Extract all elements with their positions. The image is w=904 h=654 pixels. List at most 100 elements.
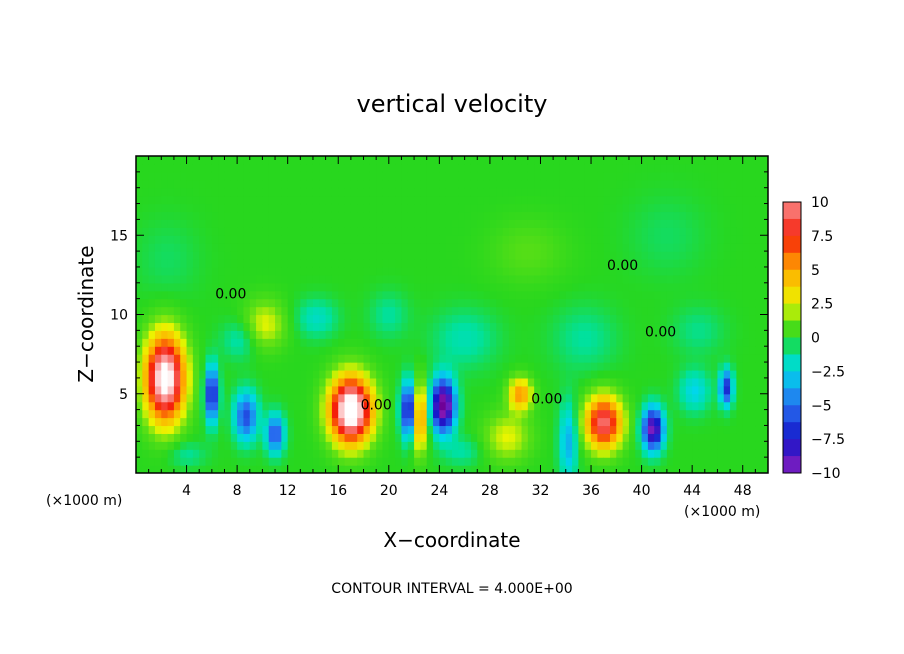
heatmap-cell	[452, 433, 459, 442]
heatmap-cell	[660, 330, 668, 339]
heatmap-cell	[319, 298, 327, 308]
heatmap-cell	[331, 346, 339, 355]
heatmap-cell	[559, 322, 567, 331]
heatmap-cell	[161, 290, 169, 300]
heatmap-cell	[319, 449, 327, 458]
heatmap-cell	[401, 298, 409, 308]
heatmap-cell	[407, 282, 415, 292]
heatmap-cell	[704, 441, 712, 450]
heatmap-cell	[464, 393, 472, 403]
heatmap-cell	[603, 441, 611, 450]
heatmap-cell	[610, 322, 617, 331]
heatmap-cell	[622, 251, 630, 260]
heatmap-cell	[262, 251, 270, 260]
heatmap-cell	[142, 465, 150, 473]
heatmap-cell	[357, 171, 365, 181]
heatmap-cell	[660, 163, 668, 173]
heatmap-cell	[534, 369, 542, 379]
heatmap-cell	[464, 306, 472, 316]
heatmap-cell	[723, 298, 731, 308]
heatmap-cell	[338, 425, 346, 434]
heatmap-cell	[660, 314, 668, 324]
heatmap-cell	[742, 457, 750, 466]
heatmap-cell	[154, 314, 162, 324]
heatmap-cell	[256, 401, 263, 411]
heatmap-cell	[546, 330, 554, 339]
heatmap-cell	[464, 338, 472, 347]
heatmap-cell	[553, 171, 561, 181]
heatmap-cell	[325, 227, 333, 236]
heatmap-cell	[344, 385, 352, 395]
heatmap-cell	[698, 417, 706, 427]
heatmap-cell	[692, 401, 700, 411]
heatmap-cell	[565, 298, 573, 308]
heatmap-cell	[496, 187, 504, 197]
heatmap-cell	[458, 235, 466, 244]
heatmap-cell	[167, 346, 175, 355]
heatmap-cell	[142, 306, 150, 316]
heatmap-cell	[256, 322, 263, 331]
heatmap-cell	[635, 362, 643, 371]
heatmap-cell	[635, 227, 643, 236]
heatmap-cell	[641, 211, 649, 220]
heatmap-cell	[464, 409, 472, 419]
heatmap-cell	[420, 322, 428, 331]
heatmap-cell	[439, 187, 447, 197]
heatmap-cell	[755, 171, 763, 181]
heatmap-cell	[142, 377, 150, 387]
heatmap-cell	[344, 322, 352, 331]
heatmap-cell	[369, 457, 377, 466]
heatmap-cell	[660, 266, 668, 276]
heatmap-cell	[142, 369, 150, 379]
heatmap-cell	[300, 401, 308, 411]
heatmap-cell	[256, 187, 263, 197]
heatmap-cell	[205, 369, 213, 379]
heatmap-cell	[426, 385, 434, 395]
heatmap-cell	[489, 179, 497, 189]
heatmap-cell	[433, 457, 440, 466]
heatmap-cell	[426, 219, 434, 228]
heatmap-cell	[275, 219, 282, 228]
heatmap-cell	[180, 306, 188, 316]
heatmap-cell	[249, 298, 257, 308]
heatmap-cell	[546, 362, 554, 371]
heatmap-cell	[407, 433, 415, 442]
heatmap-cell	[237, 163, 245, 173]
heatmap-cell	[692, 171, 700, 181]
heatmap-cell	[294, 187, 301, 197]
heatmap-cell	[262, 243, 270, 252]
heatmap-cell	[489, 235, 497, 244]
heatmap-cell	[622, 235, 630, 244]
heatmap-cell	[167, 171, 175, 181]
heatmap-cell	[527, 354, 535, 363]
heatmap-cell	[483, 187, 491, 197]
heatmap-cell	[363, 219, 371, 228]
heatmap-cell	[369, 156, 377, 165]
heatmap-cell	[458, 163, 466, 173]
heatmap-cell	[477, 274, 485, 284]
heatmap-cell	[458, 322, 466, 331]
heatmap-cell	[660, 282, 668, 292]
heatmap-cell	[154, 338, 162, 347]
heatmap-cell	[136, 282, 143, 292]
heatmap-cell	[553, 369, 561, 379]
heatmap-cell	[211, 243, 219, 252]
heatmap-cell	[635, 330, 643, 339]
heatmap-cell	[679, 179, 687, 189]
heatmap-cell	[344, 179, 352, 189]
heatmap-cell	[344, 354, 352, 363]
heatmap-cell	[584, 259, 592, 268]
heatmap-cell	[591, 219, 598, 228]
heatmap-cell	[382, 385, 390, 395]
heatmap-cell	[395, 251, 403, 260]
heatmap-cell	[470, 171, 478, 181]
heatmap-cell	[312, 187, 320, 197]
colorbar-swatch	[783, 286, 801, 305]
heatmap-cell	[369, 385, 377, 395]
heatmap-cell	[584, 251, 592, 260]
heatmap-cell	[142, 314, 150, 324]
heatmap-cell	[167, 219, 175, 228]
heatmap-cell	[540, 290, 548, 300]
heatmap-cell	[641, 354, 649, 363]
heatmap-cell	[287, 156, 295, 165]
